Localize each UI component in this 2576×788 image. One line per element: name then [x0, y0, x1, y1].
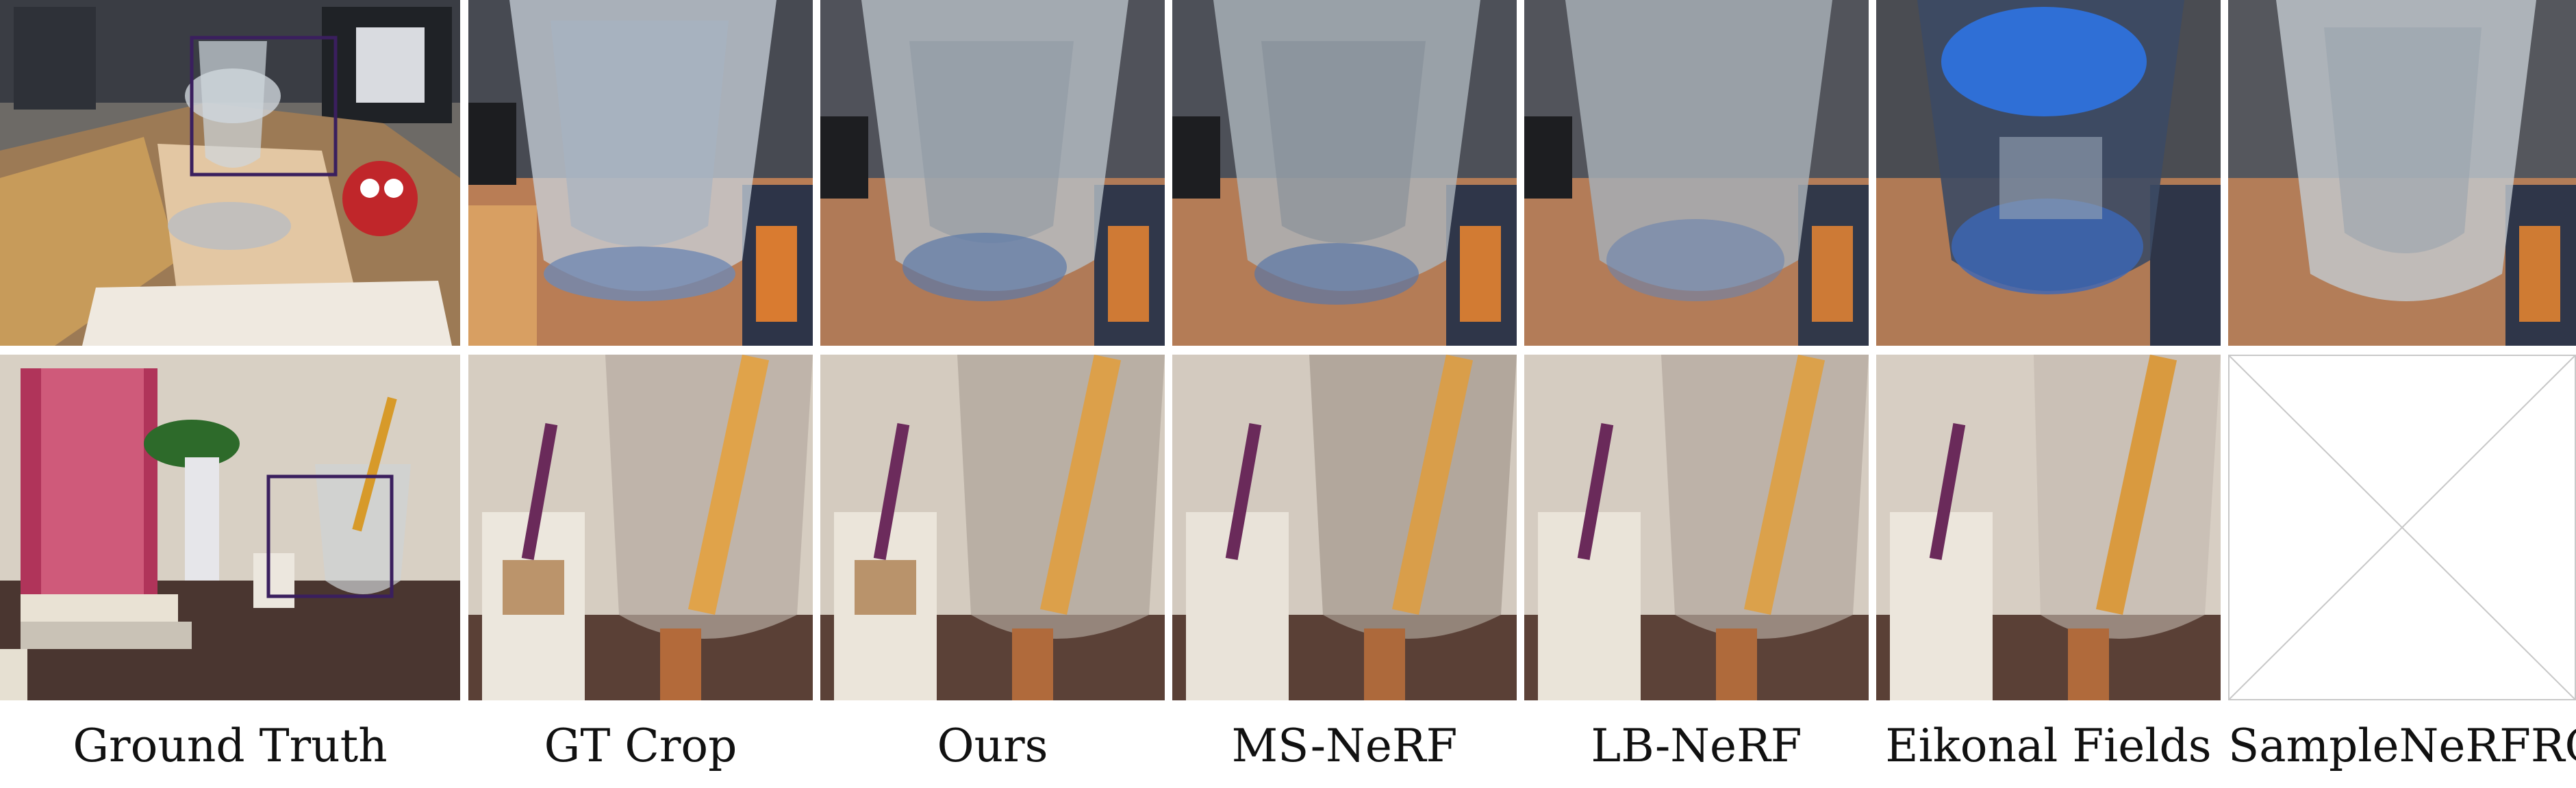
crop-highlight-box [190, 36, 338, 177]
msnerf-image-pencil [1172, 355, 1517, 700]
gt-full-image-pencil [0, 355, 460, 700]
ours-image-pencil [820, 355, 1165, 700]
lbnerf-image-pencil [1524, 355, 1869, 700]
eikonal-image-pencil [1876, 355, 2221, 700]
msnerf-image-glass [1172, 0, 1517, 346]
column-label-ms-nerf: MS-NeRF [1231, 720, 1458, 772]
samplenerfro-image-glass [2228, 0, 2576, 346]
column-label-samplenerfro: SampleNeRFRO [2228, 720, 2576, 772]
column-label-lb-nerf: LB-NeRF [1591, 720, 1802, 772]
eikonal-image-glass [1876, 0, 2221, 346]
column-label-ours: Ours [937, 720, 1048, 772]
gtcrop-image-glass [468, 0, 813, 346]
column-label-ground-truth: Ground Truth [73, 720, 388, 772]
column-label-gt-crop: GT Crop [544, 720, 737, 772]
ours-image-glass [820, 0, 1165, 346]
lbnerf-image-glass [1524, 0, 1869, 346]
column-label-eikonal-fields: Eikonal Fields [1885, 720, 2212, 772]
crop-highlight-box [266, 474, 394, 598]
samplenerfro-missing-placeholder [2228, 355, 2576, 700]
gtcrop-image-pencil [468, 355, 813, 700]
gt-full-image-glass [0, 0, 460, 346]
